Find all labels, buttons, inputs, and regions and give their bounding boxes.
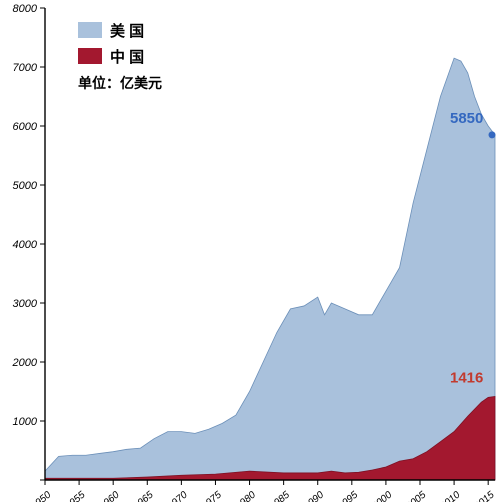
legend-swatch bbox=[78, 22, 102, 38]
svg-text:4000: 4000 bbox=[13, 239, 38, 251]
svg-text:6000: 6000 bbox=[13, 121, 38, 133]
svg-text:5000: 5000 bbox=[13, 180, 38, 192]
svg-text:1000: 1000 bbox=[13, 416, 38, 428]
legend-label: 中 国 bbox=[110, 48, 144, 66]
svg-text:8000: 8000 bbox=[13, 3, 38, 15]
svg-text:7000: 7000 bbox=[13, 62, 38, 74]
svg-text:2000: 2000 bbox=[12, 357, 38, 369]
end-label-usa: 5850 bbox=[450, 110, 483, 127]
legend-swatch bbox=[78, 48, 102, 64]
end-label-china: 1416 bbox=[450, 369, 483, 386]
area-chart: 5850 1416 1000 2000 3000 4000 5000 6000 7000 8000… bbox=[0, 0, 500, 502]
unit-label: 单位：亿美元 bbox=[78, 75, 162, 91]
svg-text:3000: 3000 bbox=[13, 298, 38, 310]
legend-label: 美 国 bbox=[110, 22, 144, 40]
